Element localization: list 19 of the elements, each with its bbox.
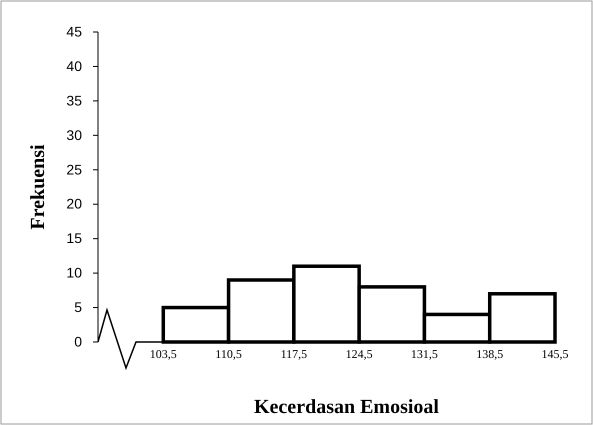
x-tick-label: 103,5 xyxy=(150,347,177,362)
y-tick-label: 35 xyxy=(66,92,82,108)
x-tick-label: 145,5 xyxy=(542,347,568,362)
x-tick-label: 124,5 xyxy=(346,347,373,362)
x-tick-label: 117,5 xyxy=(280,347,308,362)
y-tick-label: 45 xyxy=(66,23,82,40)
y-tick-label: 10 xyxy=(66,264,82,281)
x-tick-label: 131,5 xyxy=(410,347,438,362)
y-tick-label: 5 xyxy=(74,299,82,316)
y-tick-label: 30 xyxy=(66,126,82,143)
y-axis-title: Frekuensi xyxy=(27,144,49,230)
x-tick-label: 138,5 xyxy=(476,347,504,362)
x-axis-title: Kecerdasan Emosioal xyxy=(254,396,440,418)
y-tick-label: 0 xyxy=(74,333,82,350)
y-tick-label: 40 xyxy=(66,58,82,74)
y-tick-label: 25 xyxy=(66,161,82,178)
y-tick-label: 20 xyxy=(66,196,82,212)
y-tick-label: 15 xyxy=(66,230,82,246)
x-tick-label: 110,5 xyxy=(215,347,242,362)
